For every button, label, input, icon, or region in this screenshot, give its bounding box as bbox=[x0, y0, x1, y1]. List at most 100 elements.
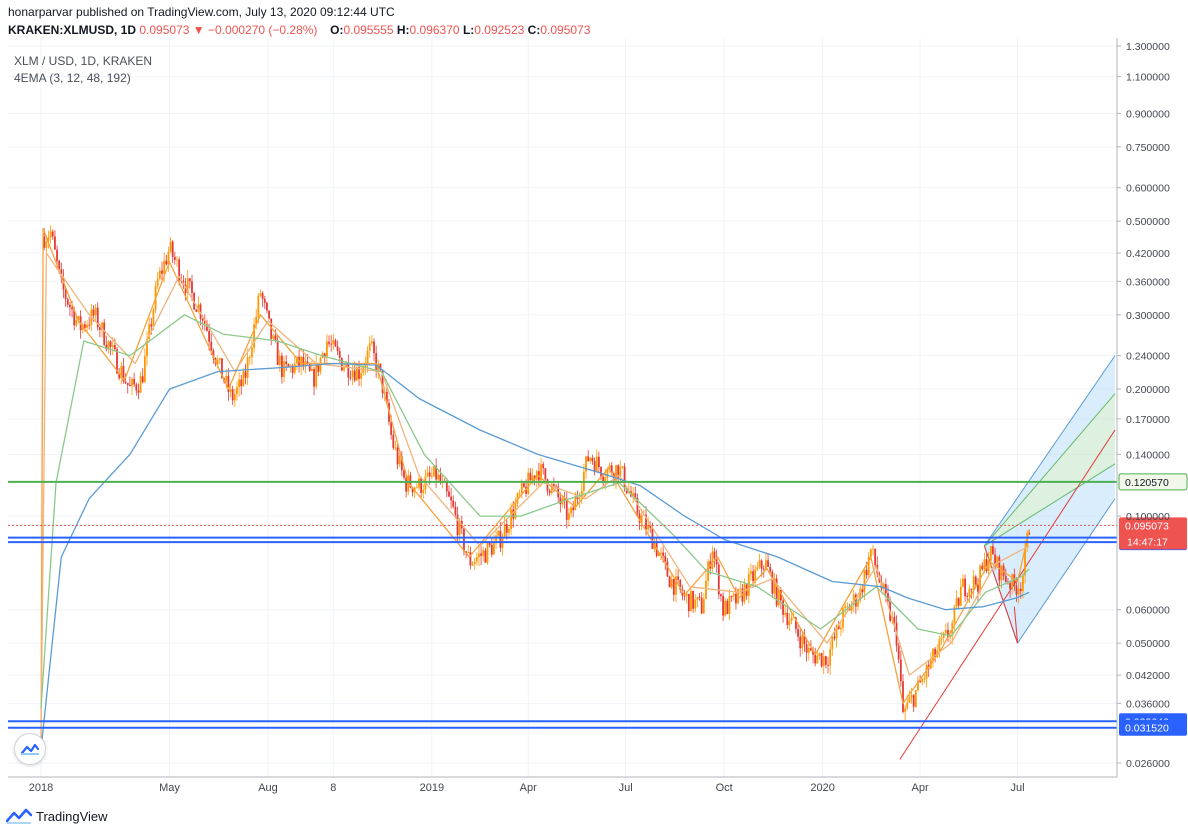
candle-body bbox=[535, 471, 538, 480]
candle-body bbox=[634, 492, 637, 498]
countdown-label: 14:47:17 bbox=[1127, 536, 1168, 548]
y-tick-label: 0.900000 bbox=[1126, 108, 1170, 120]
candle-body bbox=[940, 637, 943, 640]
candle-body bbox=[229, 389, 232, 392]
low-label: L: bbox=[462, 23, 475, 37]
close-value: 0.095073 bbox=[540, 23, 591, 37]
candle-body bbox=[529, 472, 532, 481]
candle-body bbox=[426, 472, 429, 477]
y-tick-label: 0.240000 bbox=[1126, 351, 1170, 363]
candle-body bbox=[103, 322, 106, 345]
candle-body bbox=[430, 476, 433, 477]
candle-body bbox=[595, 456, 598, 472]
ohlc-header: KRAKEN:XLMUSD, 1D 0.095073 ▼ −0.000270 (… bbox=[8, 23, 590, 37]
candle-body bbox=[428, 472, 431, 477]
candle-body bbox=[84, 324, 86, 328]
candle-body bbox=[735, 593, 737, 604]
candle-body bbox=[959, 586, 962, 606]
candle-body bbox=[861, 588, 864, 593]
candle-body bbox=[597, 456, 600, 468]
candle-body bbox=[925, 664, 928, 679]
chart-grid bbox=[8, 38, 1117, 777]
candle-body bbox=[287, 364, 290, 368]
candle-body bbox=[1017, 588, 1020, 595]
candle-body bbox=[604, 477, 607, 482]
candle-body bbox=[77, 316, 80, 320]
candle-body bbox=[773, 578, 776, 594]
candle-body bbox=[358, 367, 360, 379]
candle-body bbox=[503, 523, 506, 538]
candle-body bbox=[433, 465, 435, 477]
candle-body bbox=[383, 391, 386, 394]
candle-body bbox=[96, 307, 99, 328]
candle-body bbox=[932, 648, 934, 661]
candle-body bbox=[148, 324, 151, 339]
candle-body bbox=[702, 599, 705, 614]
candle-body bbox=[326, 341, 328, 358]
close-label: C: bbox=[527, 23, 541, 37]
candle-body bbox=[469, 552, 472, 566]
candle-body bbox=[266, 302, 268, 311]
candle-body bbox=[752, 571, 754, 581]
candle-body bbox=[546, 479, 549, 491]
candle-body bbox=[158, 270, 161, 279]
candle-body bbox=[323, 353, 326, 358]
level-price-tag bbox=[1118, 473, 1188, 491]
candle-body bbox=[985, 559, 988, 572]
channel-lower-mid-line bbox=[984, 463, 1116, 547]
candle-body bbox=[128, 384, 131, 387]
pitch-triangle-line bbox=[1013, 606, 1019, 644]
candle-body bbox=[505, 523, 508, 533]
candle-body bbox=[632, 492, 635, 497]
ema-line bbox=[40, 227, 1030, 750]
price-axis: 1.300000 1.100000 0.900000 0.750000 0.600000… bbox=[8, 38, 1170, 778]
candle-body bbox=[445, 482, 448, 492]
candle-body bbox=[919, 680, 922, 683]
candle-body bbox=[251, 347, 253, 358]
candle-body bbox=[201, 319, 204, 321]
candle-body bbox=[942, 632, 945, 638]
candle-body bbox=[480, 553, 482, 556]
candle-body bbox=[405, 477, 408, 492]
candle-body bbox=[677, 576, 680, 580]
candle-body bbox=[910, 695, 913, 698]
candle-body bbox=[795, 617, 797, 630]
candle-body bbox=[418, 478, 420, 488]
candle-body bbox=[221, 358, 223, 379]
candle-body bbox=[107, 341, 110, 350]
candle-body bbox=[784, 612, 787, 615]
candle-body bbox=[822, 656, 825, 667]
candle-body bbox=[47, 237, 50, 242]
candle-body bbox=[565, 499, 568, 520]
candle-body bbox=[989, 546, 992, 561]
candle-body bbox=[647, 524, 650, 530]
candle-body bbox=[762, 568, 765, 570]
tradingview-cloud-icon[interactable] bbox=[14, 733, 46, 765]
candle-body bbox=[43, 236, 46, 248]
candle-body bbox=[272, 335, 275, 339]
candle-body bbox=[452, 500, 455, 507]
candle-body bbox=[687, 594, 690, 612]
candle-body bbox=[1022, 575, 1024, 592]
candle-body bbox=[983, 559, 986, 570]
candle-body bbox=[276, 340, 279, 365]
candle-body bbox=[824, 656, 827, 665]
series-legend[interactable]: XLM / USD, 1D, KRAKEN bbox=[14, 54, 153, 68]
candlestick-series bbox=[43, 225, 1031, 721]
ema-line bbox=[40, 314, 1030, 709]
candle-body bbox=[210, 341, 213, 351]
candle-body bbox=[839, 627, 842, 630]
candle-body bbox=[478, 553, 480, 558]
candle-body bbox=[576, 497, 579, 499]
candle-body bbox=[567, 513, 570, 520]
candle-body bbox=[874, 548, 877, 565]
indicator-legend[interactable]: 4EMA (3, 12, 48, 192) bbox=[14, 71, 131, 85]
candle-body bbox=[722, 596, 724, 616]
candle-body bbox=[377, 363, 380, 372]
candle-body bbox=[520, 483, 523, 494]
candle-body bbox=[347, 362, 350, 378]
candle-body bbox=[186, 278, 189, 293]
candle-body bbox=[711, 551, 714, 569]
candle-body bbox=[437, 474, 440, 480]
